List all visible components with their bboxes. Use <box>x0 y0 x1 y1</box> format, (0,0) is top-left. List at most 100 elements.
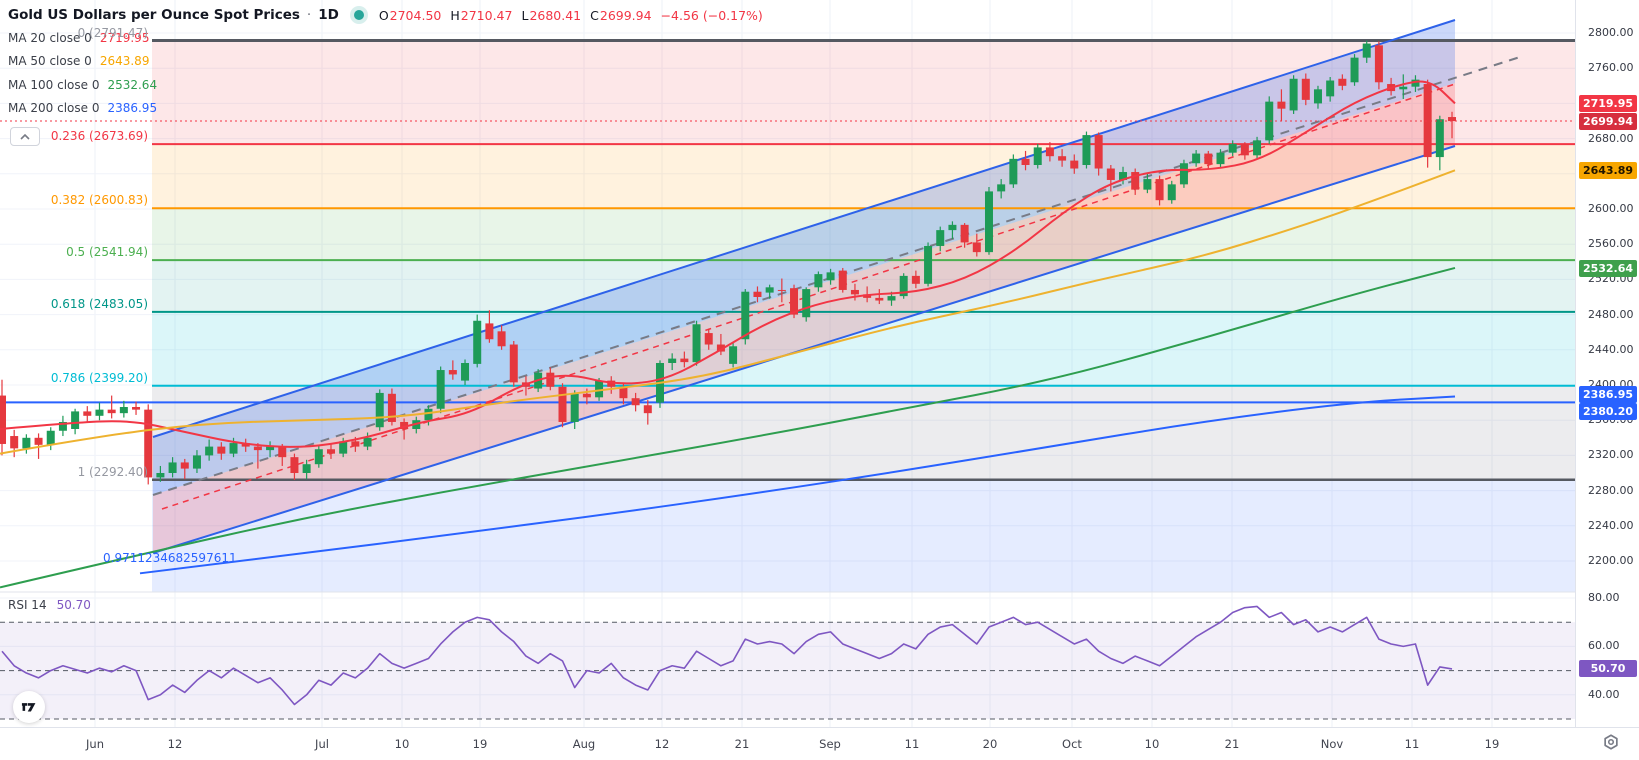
ma-legend-value: 2532.64 <box>107 77 158 92</box>
channel-upper-line <box>152 19 1456 438</box>
candle <box>241 443 250 447</box>
candle <box>119 407 128 414</box>
ma-legend-label: MA 200 close 0 <box>8 100 100 115</box>
ma-200-line <box>139 395 1456 575</box>
fib-zone <box>152 208 1575 261</box>
ma-legend-row[interactable]: MA 100 close 0 2532.64 <box>8 78 157 92</box>
ma-legend-value: 2643.89 <box>99 54 150 69</box>
time-tick-label: Aug <box>572 737 596 751</box>
price-badge: 2719.95 <box>1579 94 1637 112</box>
axis-settings-gear-icon[interactable] <box>1602 733 1620 751</box>
fib-level-label: 0.5 (2541.94) <box>66 245 148 260</box>
candle <box>668 358 677 363</box>
fib-level-label: 0 (2791.47) <box>77 25 148 40</box>
fib-zone <box>152 311 1575 386</box>
candle <box>1423 84 1432 158</box>
ma-legend-row[interactable]: MA 20 close 0 2719.95 <box>8 31 149 45</box>
channel-lower-fill <box>153 83 1455 553</box>
candle <box>1045 147 1054 157</box>
candle <box>692 324 701 363</box>
candle <box>777 289 786 291</box>
tradingview-logo-icon <box>21 703 36 712</box>
candle <box>826 272 835 281</box>
main-chart-canvas[interactable] <box>0 0 1575 727</box>
ma-legend-row[interactable]: MA 200 close 0 2386.95 <box>8 101 157 115</box>
collapse-legend-button[interactable] <box>10 127 40 146</box>
candle <box>704 333 713 345</box>
candle <box>1435 119 1444 158</box>
interval-label[interactable]: 1D <box>318 7 339 23</box>
candle <box>765 287 774 293</box>
candle <box>960 224 969 243</box>
price-tick-label: 2440.00 <box>1588 342 1634 356</box>
candle <box>1265 101 1274 141</box>
candle <box>278 446 287 458</box>
price-badge: 2532.64 <box>1579 259 1637 277</box>
price-axis[interactable]: 2800.002760.002720.002680.002640.002600.… <box>1575 0 1639 727</box>
candle <box>1009 158 1018 185</box>
candle <box>1155 179 1164 201</box>
candle <box>1106 168 1115 180</box>
time-tick-label: Oct <box>1062 737 1082 751</box>
market-status-icon[interactable] <box>353 10 364 20</box>
candle <box>790 288 799 315</box>
candle <box>497 331 506 347</box>
candle <box>363 437 372 447</box>
time-tick-label: 10 <box>394 737 410 751</box>
price-tick-label: 2560.00 <box>1588 237 1634 251</box>
candle <box>192 455 201 469</box>
price-tick-label: 2280.00 <box>1588 483 1634 497</box>
candle <box>595 380 604 398</box>
candle <box>936 230 945 246</box>
candle <box>680 358 689 363</box>
candle <box>1326 80 1335 97</box>
ma-50-line <box>0 169 1456 455</box>
candle <box>10 436 19 449</box>
fib-zone <box>152 144 1575 209</box>
candle <box>71 411 80 429</box>
candle <box>1253 140 1262 156</box>
rsi-line <box>1 605 1453 706</box>
candle <box>424 408 433 421</box>
candle <box>448 370 457 375</box>
ma-legend-label: MA 50 close 0 <box>8 54 92 69</box>
ohlc-values: O2704.50 H2710.47 L2680.41 C2699.94 −4.5… <box>378 7 763 23</box>
red-trendline-dashed <box>161 83 1456 510</box>
candle <box>351 441 360 447</box>
candle <box>132 407 141 410</box>
tradingview-logo[interactable] <box>13 691 45 723</box>
candle <box>887 296 896 301</box>
symbol-title-row: Gold US Dollars per Ounce Spot Prices · … <box>8 7 763 23</box>
candle <box>46 430 55 445</box>
candle <box>631 398 640 406</box>
time-tick-label: Sep <box>819 737 841 751</box>
ma-100-line <box>0 266 1456 589</box>
time-tick-label: 11 <box>1404 737 1420 751</box>
time-tick-label: Jul <box>315 737 329 751</box>
candle <box>753 291 762 297</box>
candle <box>899 275 908 297</box>
time-tick-label: 12 <box>167 737 183 751</box>
fib-level-label: 0.786 (2399.20) <box>50 370 148 385</box>
title-separator: · <box>306 7 312 23</box>
candle <box>546 372 555 387</box>
candle <box>1216 152 1225 165</box>
candle <box>716 344 725 352</box>
channel-upper-fill <box>153 20 1455 495</box>
ma-legend-row[interactable]: MA 50 close 0 2643.89 <box>8 54 149 68</box>
ma-legend-label: MA 20 close 0 <box>8 31 92 45</box>
time-tick-label: Jun <box>86 737 104 751</box>
time-tick-label: 11 <box>904 737 920 751</box>
candle <box>1301 78 1310 100</box>
candle <box>180 462 189 469</box>
candle <box>1362 43 1371 58</box>
candle <box>83 411 92 416</box>
candle <box>1374 45 1383 83</box>
candle <box>1240 143 1249 156</box>
time-tick-label: 10 <box>1144 737 1160 751</box>
time-axis[interactable]: Jun 12 Jul 10 19 Aug 12 21 Sep 11 20 Oct 10 21 Nov 11 19 <box>0 727 1639 760</box>
candle <box>1411 79 1420 87</box>
ma-20-line <box>0 80 1456 448</box>
candle <box>1448 117 1457 122</box>
time-tick-label: 19 <box>472 737 488 751</box>
